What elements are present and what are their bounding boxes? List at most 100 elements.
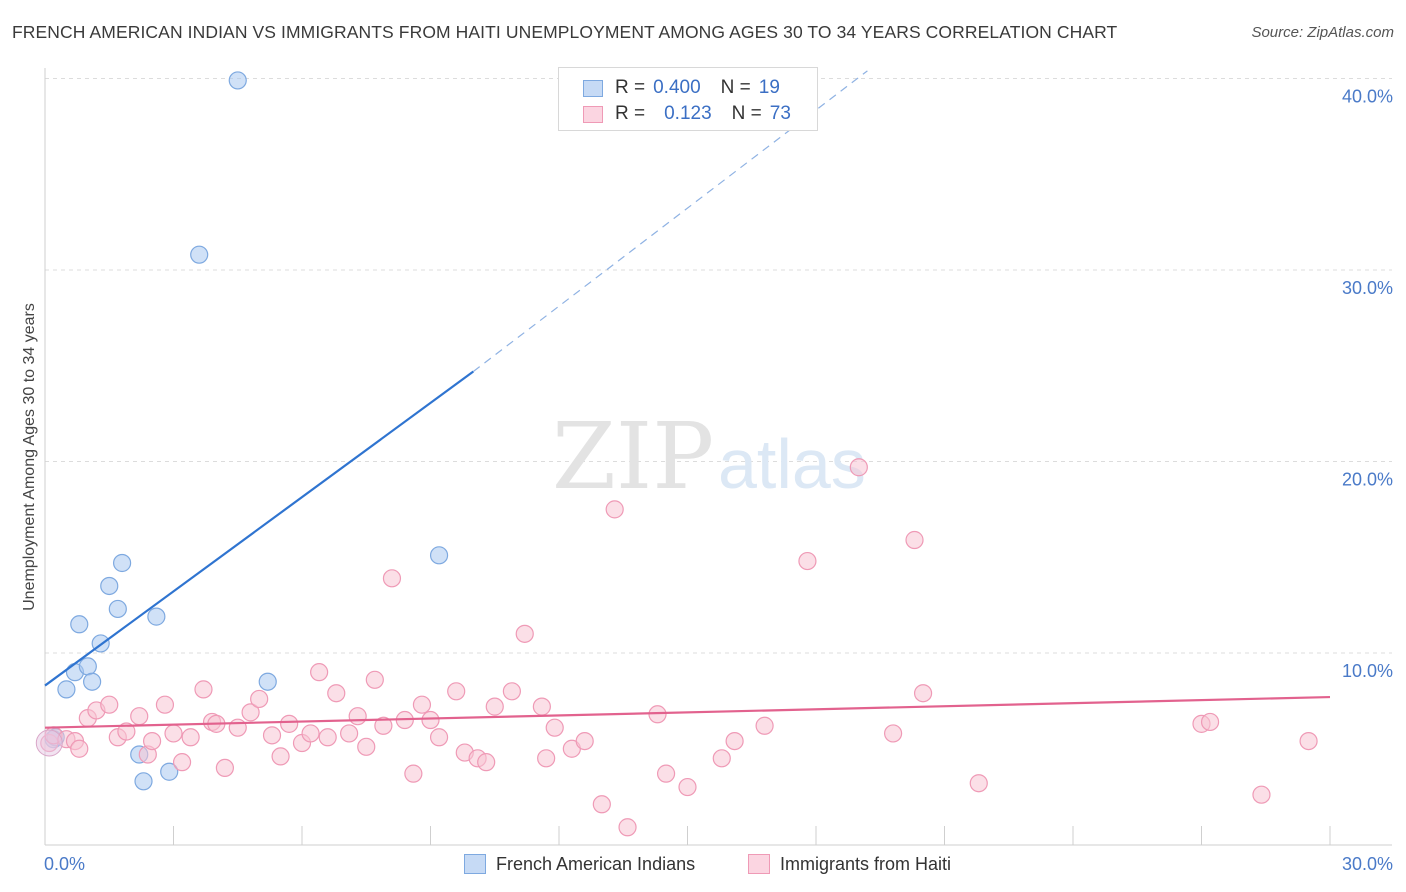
point-immigrants-from-haiti <box>656 764 676 783</box>
point-immigrants-from-haiti <box>228 718 247 737</box>
point-immigrants-from-haiti <box>357 737 376 756</box>
point-french-american-indians <box>228 71 247 90</box>
trend-line-french <box>44 370 474 687</box>
legend-r-value: 0.400 <box>653 77 701 98</box>
correlation-legend: R = 0.400 N = 19 R = 0.123 N = 73 <box>558 67 818 131</box>
source-label: Source: ZipAtlas.com <box>1251 24 1394 41</box>
point-immigrants-from-haiti <box>678 777 697 797</box>
point-immigrants-from-haiti <box>913 684 933 703</box>
point-immigrants-from-haiti <box>172 753 192 772</box>
point-immigrants-from-haiti <box>327 684 346 703</box>
point-immigrants-from-haiti <box>532 697 551 716</box>
point-immigrants-from-haiti <box>117 722 136 741</box>
y-axis-label: Unemployment Among Ages 30 to 34 years <box>21 303 38 611</box>
point-french-american-indians <box>429 546 449 565</box>
point-french-american-indians <box>190 245 209 264</box>
x-tick-label: 30.0% <box>1342 854 1393 874</box>
legend-swatch-french <box>464 854 486 874</box>
point-immigrants-from-haiti <box>1299 731 1318 751</box>
point-immigrants-from-haiti <box>100 695 119 714</box>
x-tick-label: 0.0% <box>44 854 85 874</box>
point-immigrants-from-haiti <box>477 753 496 772</box>
point-immigrants-from-haiti <box>1200 712 1220 732</box>
point-immigrants-from-haiti <box>164 724 183 743</box>
legend-n-label: N = <box>731 103 762 124</box>
y-tick-label: 20.0% <box>1342 470 1393 490</box>
point-french-american-indians <box>100 576 119 596</box>
point-french-american-indians <box>134 772 153 791</box>
point-immigrants-from-haiti <box>969 774 988 793</box>
legend-r-value: 0.123 <box>664 103 712 124</box>
point-immigrants-from-haiti <box>250 689 269 709</box>
point-immigrants-from-haiti <box>755 716 774 735</box>
point-immigrants-from-haiti <box>382 569 402 588</box>
point-immigrants-from-haiti <box>142 731 162 751</box>
grid-layer <box>45 78 1392 654</box>
point-immigrants-from-haiti <box>537 749 556 768</box>
point-immigrants-from-haiti <box>70 739 89 758</box>
point-immigrants-from-haiti <box>1252 785 1271 804</box>
legend-label-haiti: Immigrants from Haiti <box>780 853 952 874</box>
y-tick-label: 10.0% <box>1342 661 1393 681</box>
point-immigrants-from-haiti <box>194 680 213 699</box>
legend-row-french: R = 0.400 N = 19 <box>583 76 780 100</box>
legend-r-label: R = <box>615 77 646 98</box>
point-immigrants-from-haiti <box>485 697 504 716</box>
point-immigrants-from-haiti <box>725 731 744 751</box>
point-immigrants-from-haiti <box>301 724 320 743</box>
y-tick-label: 30.0% <box>1342 278 1393 298</box>
point-french-american-indians <box>112 553 132 573</box>
point-immigrants-from-haiti <box>130 707 149 726</box>
axes-layer <box>44 68 1392 846</box>
point-immigrants-from-haiti <box>515 624 534 643</box>
legend-item-french[interactable]: French American Indians <box>464 851 695 877</box>
point-immigrants-from-haiti <box>545 718 564 737</box>
y-tick-label: 40.0% <box>1342 87 1393 107</box>
watermark-atlas: atlas <box>718 425 866 503</box>
point-french-american-indians <box>83 672 102 691</box>
point-immigrants-from-haiti <box>340 724 359 743</box>
legend-swatch-haiti <box>583 105 603 123</box>
point-immigrants-from-haiti <box>605 500 624 519</box>
point-french-american-indians <box>108 599 127 619</box>
legend-swatch-french <box>583 79 603 97</box>
watermark-zip: ZIP <box>552 403 714 510</box>
point-french-american-indians <box>78 657 97 676</box>
point-immigrants-from-haiti <box>241 703 260 722</box>
legend-n-value: 73 <box>769 103 791 124</box>
point-immigrants-from-haiti <box>575 731 594 751</box>
point-immigrants-from-haiti <box>447 682 466 701</box>
point-immigrants-from-haiti <box>712 749 731 768</box>
point-immigrants-from-haiti <box>429 728 449 747</box>
point-immigrants-from-haiti <box>849 458 868 477</box>
trend-layer <box>44 70 1331 729</box>
point-french-american-indians <box>160 762 179 781</box>
legend-item-haiti[interactable]: Immigrants from Haiti <box>748 851 951 877</box>
point-immigrants-from-haiti <box>592 795 611 814</box>
point-french-american-indians <box>147 607 166 626</box>
point-cluster <box>35 729 63 757</box>
legend-n-label: N = <box>720 77 751 98</box>
point-immigrants-from-haiti <box>798 551 817 571</box>
point-french-american-indians <box>258 672 277 691</box>
point-immigrants-from-haiti <box>215 758 234 778</box>
point-immigrants-from-haiti <box>374 716 393 735</box>
point-immigrants-from-haiti <box>181 728 200 747</box>
point-immigrants-from-haiti <box>280 714 299 733</box>
point-immigrants-from-haiti <box>905 530 924 550</box>
point-immigrants-from-haiti <box>310 663 329 682</box>
point-immigrants-from-haiti <box>262 726 282 745</box>
point-immigrants-from-haiti <box>271 747 290 766</box>
point-immigrants-from-haiti <box>421 710 440 730</box>
point-immigrants-from-haiti <box>883 724 903 743</box>
point-french-american-indians <box>70 615 89 634</box>
trend-line-haiti <box>44 695 1331 729</box>
tick-labels: 10.0% 20.0% 30.0% 40.0% 0.0% 30.0% <box>44 87 1393 875</box>
chart-title: FRENCH AMERICAN INDIAN VS IMMIGRANTS FRO… <box>12 22 1118 42</box>
point-immigrants-from-haiti <box>618 818 637 837</box>
point-immigrants-from-haiti <box>412 695 432 714</box>
point-french-american-indians <box>57 680 76 699</box>
point-immigrants-from-haiti <box>155 695 175 714</box>
legend-n-value: 19 <box>758 77 780 98</box>
